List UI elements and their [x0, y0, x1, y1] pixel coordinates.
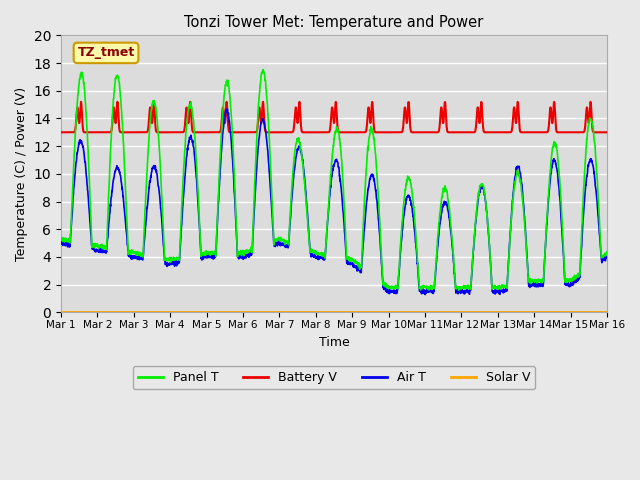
X-axis label: Time: Time: [319, 336, 349, 348]
Y-axis label: Temperature (C) / Power (V): Temperature (C) / Power (V): [15, 87, 28, 261]
Legend: Panel T, Battery V, Air T, Solar V: Panel T, Battery V, Air T, Solar V: [132, 366, 536, 389]
Text: TZ_tmet: TZ_tmet: [77, 47, 134, 60]
Title: Tonzi Tower Met: Temperature and Power: Tonzi Tower Met: Temperature and Power: [184, 15, 484, 30]
